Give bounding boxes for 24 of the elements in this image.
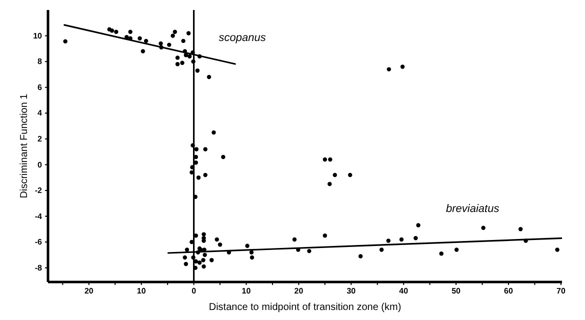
y-tick-label: 10 [33, 31, 43, 40]
y-tick-label: 8 [38, 57, 43, 66]
text: breviaiatus [446, 203, 500, 216]
x-axis-title: Distance to midpoint of transition zone (km) [208, 302, 402, 313]
x-tick-label: 70 [556, 286, 566, 296]
x-tick-label: 10 [136, 286, 146, 296]
y-tick-label: 4 [38, 108, 43, 118]
x-tick-label: 0 [192, 286, 197, 296]
x-tick-label: 20 [294, 286, 304, 296]
y-tick-label: 6 [38, 82, 43, 92]
y-tick-label: -6 [34, 238, 43, 247]
y-tick-label: -8 [34, 263, 43, 272]
x-tick-label: 20 [84, 286, 94, 296]
x-tick-label: 40 [399, 286, 409, 296]
x-tick-label: 10 [242, 286, 252, 296]
y-axis-title: Discriminant Function 1 [19, 93, 30, 198]
y-tick-label: 2 [38, 134, 43, 144]
series-label: scopanus [218, 32, 266, 44]
x-tick-label: 50 [452, 286, 462, 296]
y-tick-label: -2 [34, 186, 43, 196]
y-tick-label: -4 [34, 212, 43, 221]
x-tick-label: 30 [346, 286, 356, 296]
y-tick-label: 0 [38, 160, 43, 170]
x-tick-label: 60 [504, 286, 514, 296]
